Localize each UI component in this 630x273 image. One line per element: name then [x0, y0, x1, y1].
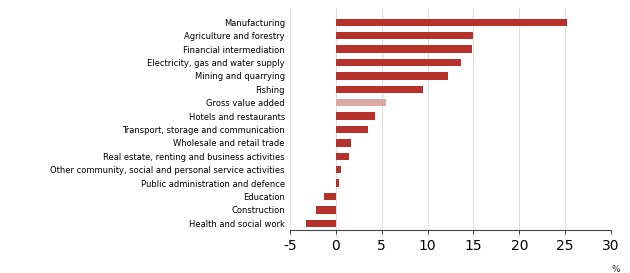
Bar [336, 19, 567, 26]
Bar [336, 179, 340, 187]
Text: %: % [612, 265, 621, 273]
Bar [336, 99, 386, 106]
Bar [336, 59, 461, 66]
Bar [316, 206, 336, 214]
Bar [336, 153, 348, 160]
Bar [336, 166, 341, 173]
Bar [336, 112, 375, 120]
Bar [336, 139, 352, 147]
Bar [306, 220, 336, 227]
Bar [336, 72, 448, 80]
Bar [324, 193, 336, 200]
Bar [336, 86, 423, 93]
Bar [336, 32, 473, 39]
Bar [336, 45, 472, 53]
Bar [336, 126, 368, 133]
